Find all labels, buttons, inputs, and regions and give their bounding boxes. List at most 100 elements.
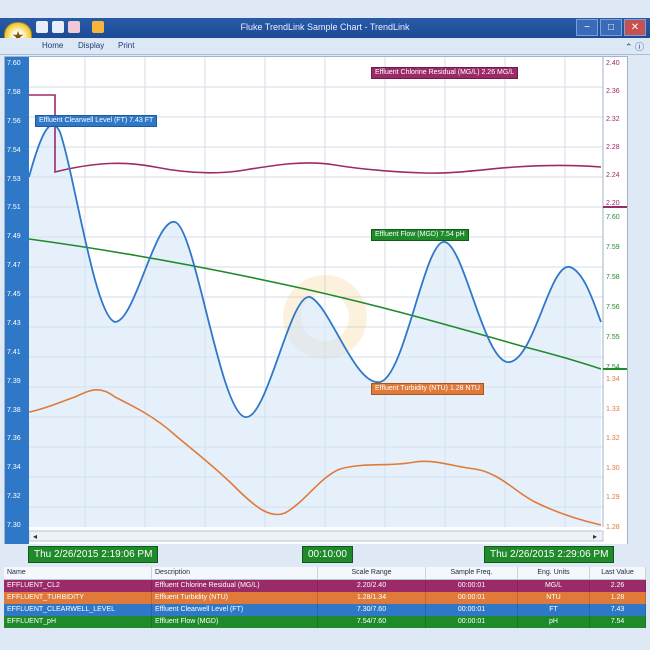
- right-axis-tick: 2.36: [606, 88, 620, 95]
- right-axis-tick: 7.55: [606, 334, 620, 341]
- svg-text:▸: ▸: [593, 532, 597, 541]
- header-eng-units[interactable]: Eng. Units: [518, 567, 590, 579]
- right-axis-tick: 1.29: [606, 494, 620, 502]
- right-axis-tick: 2.24: [606, 172, 620, 179]
- minimize-button[interactable]: −: [576, 19, 598, 36]
- right-axis-tick: 7.59: [606, 244, 620, 251]
- cell-scale-range: 1.28/1.34: [318, 592, 426, 604]
- header-description[interactable]: Description: [152, 567, 318, 579]
- cell-name: EFFLUENT_CLEARWELL_LEVEL: [4, 604, 152, 616]
- left-axis-tick: 7.36: [7, 435, 21, 443]
- left-axis-tick: 7.49: [7, 233, 21, 241]
- cell-scale-range: 7.54/7.60: [318, 616, 426, 628]
- horizontal-scrollbar: [28, 530, 604, 542]
- left-axis-tick: 7.54: [7, 146, 21, 154]
- left-axis-tick: 7.47: [7, 262, 21, 270]
- cell-eng-units: NTU: [518, 592, 590, 604]
- cell-description: Effluent Turbidity (NTU): [152, 592, 318, 604]
- table-header: Name Description Scale Range Sample Freq…: [4, 567, 646, 580]
- right-axes: 2.40 2.36 2.32 2.28 2.24 2.20 7.60 7.59 7.58 7.56…: [603, 57, 627, 545]
- cell-last-value: 7.54: [590, 616, 646, 628]
- right-axis-tick: 1.30: [606, 464, 620, 472]
- tab-display[interactable]: Display: [78, 41, 105, 50]
- cell-sample-freq: 00:00:01: [426, 616, 518, 628]
- settings-icon[interactable]: [92, 21, 104, 33]
- series-clearwell-line: [28, 124, 602, 418]
- left-axis-tick: 7.60: [7, 60, 21, 67]
- right-axis-tick: 7.56: [606, 304, 620, 311]
- series-turbidity-line: [28, 389, 602, 526]
- left-axis-tick: 7.53: [7, 175, 21, 183]
- left-axis-tick: 7.32: [7, 493, 21, 501]
- label-flow: Effluent Flow (MGD) 7.54 pH: [371, 229, 469, 241]
- time-end[interactable]: Thu 2/26/2015 2:29:06 PM: [484, 546, 615, 563]
- cell-last-value: 2.26: [590, 580, 646, 592]
- series-flow-line: [28, 238, 602, 370]
- cell-sample-freq: 00:00:01: [426, 592, 518, 604]
- left-axis-tick: 7.58: [7, 88, 21, 96]
- cell-description: Effluent Clearwell Level (FT): [152, 604, 318, 616]
- close-button[interactable]: ✕: [624, 19, 646, 36]
- save-icon[interactable]: [52, 21, 64, 33]
- cell-eng-units: pH: [518, 616, 590, 628]
- cell-sample-freq: 00:00:01: [426, 580, 518, 592]
- tab-home[interactable]: Home: [42, 41, 64, 50]
- left-axis-tick: 7.30: [7, 522, 21, 529]
- cell-scale-range: 7.30/7.60: [318, 604, 426, 616]
- table-row[interactable]: EFFLUENT_CLEARWELL_LEVEL Effluent Clearwe…: [4, 604, 646, 616]
- right-axis-tick: 1.28: [606, 524, 620, 531]
- label-chlorine: Effluent Chlorine Residual (MG/L) 2.26 M…: [371, 67, 519, 79]
- cell-last-value: 1.28: [590, 592, 646, 604]
- header-name[interactable]: Name: [4, 567, 152, 579]
- cell-eng-units: MG/L: [518, 580, 590, 592]
- svg-text:◂: ◂: [33, 532, 37, 541]
- window-title: Fluke TrendLink Sample Chart - TrendLink: [240, 22, 410, 32]
- header-last-value[interactable]: Last Value: [590, 567, 646, 579]
- right-axis-tick: 2.32: [606, 116, 620, 123]
- left-axis-tick: 7.38: [7, 406, 21, 414]
- header-sample-freq[interactable]: Sample Freq.: [426, 567, 518, 579]
- cell-name: EFFLUENT_CL2: [4, 580, 152, 592]
- trend-chart[interactable]: ◂ ▸ 7.60 7.58 7.56 7.54 7.53 7.51 7.49 7.47 7.45…: [4, 56, 628, 546]
- table-row[interactable]: EFFLUENT_CL2 Effluent Chlorine Residual (…: [4, 580, 646, 592]
- print-preview-icon[interactable]: [68, 21, 80, 33]
- time-span[interactable]: 00:10:00: [302, 546, 353, 563]
- tag-table: Name Description Scale Range Sample Freq…: [4, 567, 646, 628]
- left-axis-tick: 7.34: [7, 464, 21, 472]
- left-axis-clearwell: 7.60 7.58 7.56 7.54 7.53 7.51 7.49 7.47 7.45 7.43…: [5, 57, 29, 545]
- ribbon: Home Display Print ⌃ ⓘ: [0, 38, 650, 55]
- right-axis-tick: 7.60: [606, 214, 620, 221]
- chart-plot-area[interactable]: ◂ ▸: [5, 57, 627, 545]
- label-clearwell: Effluent Clearwell Level (FT) 7.43 FT: [35, 115, 158, 127]
- cell-last-value: 7.43: [590, 604, 646, 616]
- right-axis-tick: 2.20: [606, 200, 620, 207]
- table-row[interactable]: EFFLUENT_pH Effluent Flow (MGD) 7.54/7.60 0…: [4, 616, 646, 628]
- cell-description: Effluent Chlorine Residual (MG/L): [152, 580, 318, 592]
- right-axis-tick: 2.40: [606, 60, 620, 67]
- cell-description: Effluent Flow (MGD): [152, 616, 318, 628]
- right-axis-tick: 7.54: [606, 364, 620, 371]
- left-axis-tick: 7.39: [7, 377, 21, 385]
- cell-sample-freq: 00:00:01: [426, 604, 518, 616]
- title-bar: Fluke TrendLink Sample Chart - TrendLink…: [0, 18, 650, 38]
- cell-name: EFFLUENT_pH: [4, 616, 152, 628]
- right-axis-tick: 7.58: [606, 274, 620, 281]
- right-axis-tick: 1.32: [606, 435, 620, 443]
- header-scale-range[interactable]: Scale Range: [318, 567, 426, 579]
- table-row[interactable]: EFFLUENT_TURBIDITY Effluent Turbidity (NT…: [4, 592, 646, 604]
- right-axis-tick: 1.34: [606, 376, 620, 383]
- tab-print[interactable]: Print: [118, 41, 135, 50]
- help-question-icon[interactable]: ⌃ ⓘ: [624, 42, 644, 52]
- time-bar: Thu 2/26/2015 2:19:06 PM 00:10:00 Thu 2/…: [0, 544, 650, 566]
- label-turbidity: Effluent Turbidity (NTU) 1.28 NTU: [371, 383, 484, 395]
- left-axis-tick: 7.45: [7, 291, 21, 298]
- left-axis-tick: 7.43: [7, 319, 21, 327]
- cell-scale-range: 2.20/2.40: [318, 580, 426, 592]
- time-start[interactable]: Thu 2/26/2015 2:19:06 PM: [28, 546, 159, 563]
- cell-eng-units: FT: [518, 604, 590, 616]
- right-axis-tick: 1.33: [606, 405, 620, 413]
- maximize-button[interactable]: □: [600, 19, 622, 36]
- right-axis-tick: 2.28: [606, 144, 620, 151]
- quick-access-icon[interactable]: [36, 21, 48, 33]
